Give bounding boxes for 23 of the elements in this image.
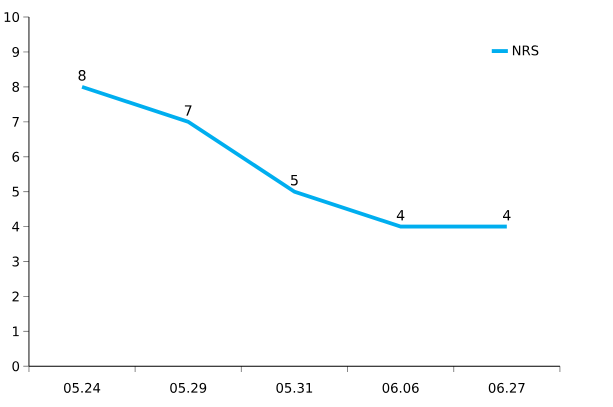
y-tick-label: 1 [12,326,19,336]
legend-label: NRS [512,45,538,56]
y-tick-label: 3 [12,256,19,267]
y-tick-label: 8 [12,82,20,92]
y-tick-label: 9 [12,46,20,57]
y-tick-label: 4 [12,222,20,232]
line-series [80,85,509,228]
y-tick-label: 2 [12,292,19,302]
x-tick-label: 05.29 [170,382,206,393]
y-tick-label: 0 [12,361,20,372]
data-label: 5 [291,174,298,186]
data-label: 4 [503,210,511,220]
y-tick-label: 10 [4,12,20,22]
y-tick-label: 5 [12,186,19,197]
x-tick-label: 05.31 [276,382,312,393]
x-tick-label: 06.06 [382,382,419,393]
data-label: 4 [396,210,404,220]
y-tick-label: 6 [12,152,20,162]
x-tick-label: 05.24 [64,382,100,393]
x-tick-label: 06.27 [488,382,525,393]
y-tick-label: 7 [12,117,19,127]
data-label: 7 [184,105,192,116]
data-label: 8 [78,70,86,81]
